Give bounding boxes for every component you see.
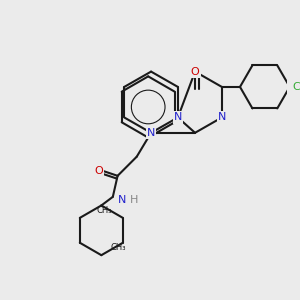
Text: CH₃: CH₃ — [110, 243, 126, 252]
Text: N: N — [118, 195, 127, 205]
Text: O: O — [94, 166, 103, 176]
Text: N: N — [174, 112, 182, 122]
Text: O: O — [191, 67, 200, 76]
Text: H: H — [130, 195, 138, 205]
Text: N: N — [218, 112, 226, 122]
Text: CH₃: CH₃ — [97, 206, 112, 215]
Text: Cl: Cl — [292, 82, 300, 92]
Text: N: N — [147, 128, 155, 138]
